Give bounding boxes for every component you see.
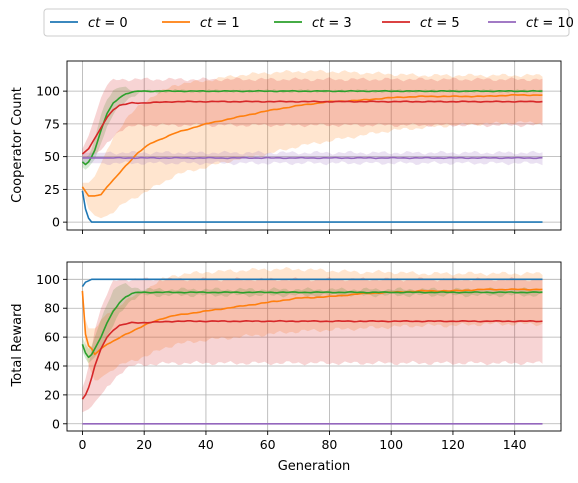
y-tick-label: 100 bbox=[36, 84, 60, 99]
legend: ct = 0 ct = 1 ct = 3 ct = 5 ct = 10 bbox=[43, 8, 574, 37]
series-line-ct5 bbox=[81, 319, 543, 400]
band-ct3 bbox=[82, 283, 543, 364]
series-line-ct1 bbox=[81, 94, 543, 197]
plot-frame bbox=[66, 261, 562, 432]
plot-frame bbox=[66, 60, 562, 231]
series-line-ct0 bbox=[81, 190, 543, 223]
x-tick-label: 140 bbox=[503, 437, 527, 452]
x-axis-label: Generation bbox=[278, 459, 351, 474]
x-tick-label: 20 bbox=[136, 437, 152, 452]
series-line-ct1 bbox=[81, 288, 543, 356]
y-tick-label: 60 bbox=[44, 330, 60, 345]
y-tick-label: 0 bbox=[52, 416, 60, 431]
panel-bottom: 0 20 40 60 80 100 0 20 40 60 80 100 120 140 bbox=[36, 261, 562, 452]
series-line-ct0 bbox=[81, 278, 543, 288]
x-tick-label: 0 bbox=[78, 437, 86, 452]
series-line-ct5 bbox=[81, 100, 543, 155]
y-axis-label-top: Cooperator Count bbox=[10, 87, 25, 203]
y-tick-label: 50 bbox=[44, 149, 60, 164]
y-tick-label: 100 bbox=[36, 272, 60, 287]
x-tick-label: 120 bbox=[441, 437, 465, 452]
band-ct5 bbox=[82, 277, 543, 413]
x-tick-label: 80 bbox=[321, 437, 337, 452]
x-tick-label: 60 bbox=[260, 437, 276, 452]
legend-entry-label: ct = 10 bbox=[526, 16, 574, 31]
band-ct5 bbox=[82, 77, 543, 160]
y-tick-label: 0 bbox=[52, 215, 60, 230]
x-tick-label: 40 bbox=[198, 437, 214, 452]
legend-entry-label: ct = 5 bbox=[420, 16, 460, 31]
band-ct1 bbox=[82, 267, 543, 381]
y-tick-label: 80 bbox=[44, 301, 60, 316]
x-tick-label: 100 bbox=[379, 437, 403, 452]
legend-frame bbox=[43, 8, 570, 37]
y-axis-label-bottom: Total Reward bbox=[10, 304, 25, 388]
y-tick-label: 75 bbox=[44, 116, 60, 131]
legend-entry-label: ct = 3 bbox=[312, 16, 352, 31]
y-tick-label: 20 bbox=[44, 387, 60, 402]
legend-entry-label: ct = 0 bbox=[88, 16, 128, 31]
panel-top: 0 25 50 75 100 bbox=[36, 60, 562, 234]
series-line-ct3 bbox=[81, 290, 543, 359]
y-tick-label: 40 bbox=[44, 359, 60, 374]
band-ct3 bbox=[82, 86, 543, 170]
series-line-ct3 bbox=[81, 89, 543, 166]
series-line-ct10 bbox=[82, 156, 543, 160]
y-tick-label: 25 bbox=[44, 182, 60, 197]
legend-entry-label: ct = 1 bbox=[200, 16, 240, 31]
band-ct1 bbox=[82, 69, 543, 219]
